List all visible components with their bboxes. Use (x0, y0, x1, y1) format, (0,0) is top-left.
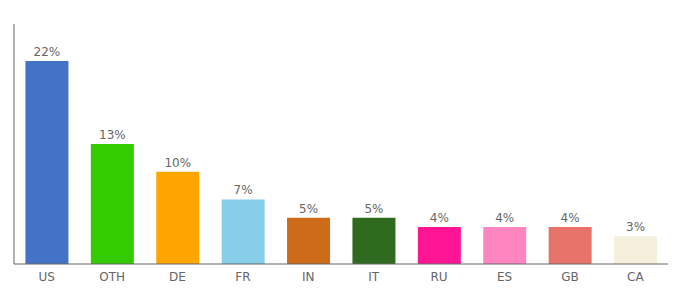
svg-text:5%: 5% (364, 202, 383, 216)
svg-text:FR: FR (235, 270, 250, 284)
svg-text:RU: RU (431, 270, 448, 284)
svg-text:5%: 5% (299, 202, 318, 216)
svg-text:3%: 3% (626, 220, 645, 234)
svg-text:GB: GB (561, 270, 579, 284)
svg-text:CA: CA (627, 270, 644, 284)
svg-text:IT: IT (368, 270, 380, 284)
svg-text:4%: 4% (430, 211, 449, 225)
svg-text:22%: 22% (34, 45, 61, 59)
svg-text:DE: DE (169, 270, 186, 284)
svg-text:4%: 4% (495, 211, 514, 225)
svg-text:10%: 10% (164, 156, 191, 170)
svg-text:13%: 13% (99, 128, 126, 142)
svg-text:7%: 7% (234, 183, 253, 197)
svg-text:IN: IN (302, 270, 315, 284)
svg-text:4%: 4% (561, 211, 580, 225)
svg-text:US: US (38, 270, 54, 284)
svg-text:ES: ES (497, 270, 512, 284)
svg-text:OTH: OTH (99, 270, 125, 284)
